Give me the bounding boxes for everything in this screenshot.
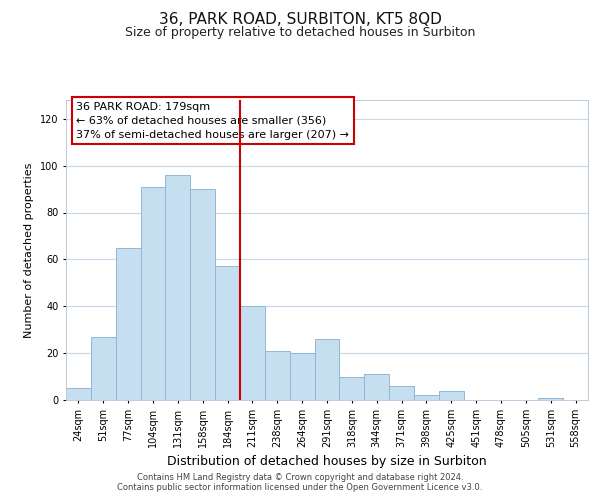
Bar	[215, 266, 240, 400]
Bar	[290, 353, 314, 400]
Bar	[166, 175, 190, 400]
Bar	[439, 390, 464, 400]
Text: 36, PARK ROAD, SURBITON, KT5 8QD: 36, PARK ROAD, SURBITON, KT5 8QD	[158, 12, 442, 28]
Bar	[414, 396, 439, 400]
Bar	[240, 306, 265, 400]
Bar	[340, 376, 364, 400]
Y-axis label: Number of detached properties: Number of detached properties	[25, 162, 34, 338]
Bar	[364, 374, 389, 400]
Bar	[116, 248, 140, 400]
Text: 36 PARK ROAD: 179sqm
← 63% of detached houses are smaller (356)
37% of semi-deta: 36 PARK ROAD: 179sqm ← 63% of detached h…	[76, 102, 349, 140]
Text: Contains HM Land Registry data © Crown copyright and database right 2024.: Contains HM Land Registry data © Crown c…	[137, 472, 463, 482]
Bar	[66, 388, 91, 400]
Bar	[538, 398, 563, 400]
Bar	[265, 351, 290, 400]
X-axis label: Distribution of detached houses by size in Surbiton: Distribution of detached houses by size …	[167, 456, 487, 468]
Bar	[91, 336, 116, 400]
Bar	[140, 186, 166, 400]
Text: Size of property relative to detached houses in Surbiton: Size of property relative to detached ho…	[125, 26, 475, 39]
Bar	[389, 386, 414, 400]
Bar	[190, 189, 215, 400]
Bar	[314, 339, 340, 400]
Text: Contains public sector information licensed under the Open Government Licence v3: Contains public sector information licen…	[118, 484, 482, 492]
